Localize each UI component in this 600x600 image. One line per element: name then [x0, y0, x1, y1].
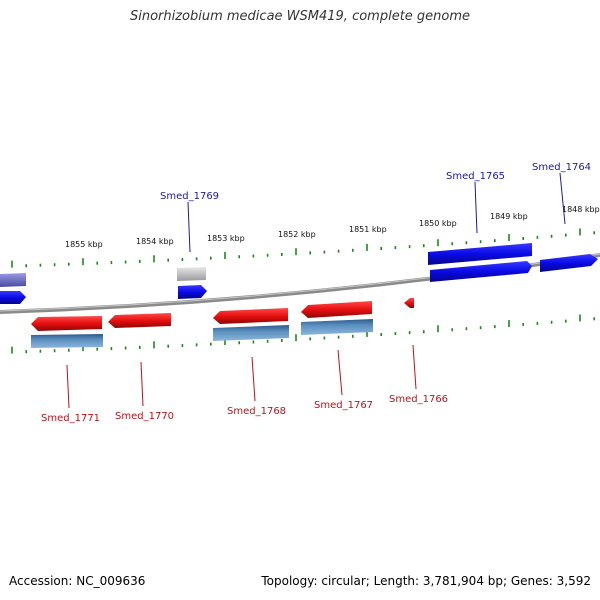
accession-label: Accession: NC_009636 — [9, 574, 146, 588]
gene-box-smed-1768[interactable] — [213, 325, 289, 341]
ruler-label: 1851 kbp — [349, 225, 387, 234]
gene-label-smed-1770[interactable]: Smed_1770 — [115, 411, 174, 422]
gene-label-smed-1765[interactable]: Smed_1765 — [446, 171, 505, 182]
reverse-genes — [31, 298, 414, 348]
gene-box-smed-1765[interactable] — [428, 243, 532, 265]
topology-label: Topology: circular; Length: 3,781,904 bp… — [261, 574, 591, 588]
gene-arrow-smed-1764[interactable] — [540, 254, 598, 272]
ruler-label: 1853 kbp — [207, 234, 245, 243]
ruler-label: 1854 kbp — [136, 237, 174, 246]
forward-genes — [0, 243, 598, 304]
gene-label-smed-1766[interactable]: Smed_1766 — [389, 394, 448, 405]
gene-label-smed-1769[interactable]: Smed_1769 — [160, 191, 219, 202]
label-leaders — [66, 172, 566, 409]
gene-arrow-smed-1770[interactable] — [108, 313, 171, 328]
ruler-label: 1850 kbp — [419, 219, 457, 228]
gene-box-smed-1771[interactable] — [31, 334, 103, 348]
genome-title: Sinorhizobium medicae WSM419, complete g… — [129, 9, 471, 24]
gene-arrow-smed-1769[interactable] — [178, 285, 207, 299]
gene-label-smed-1771[interactable]: Smed_1771 — [41, 413, 100, 424]
gene-label-smed-1764[interactable]: Smed_1764 — [532, 162, 591, 173]
gene-label-smed-1767[interactable]: Smed_1767 — [314, 400, 373, 411]
ruler-labels: 1855 kbp 1854 kbp 1853 kbp 1852 kbp 1851… — [65, 205, 600, 249]
gene-arrow-smed-1767[interactable] — [301, 301, 372, 318]
gene-arrow[interactable] — [0, 273, 26, 287]
ruler-label: 1849 kbp — [490, 212, 528, 221]
ruler-label: 1852 kbp — [278, 230, 316, 239]
ruler-label: 1848 kbp — [562, 205, 600, 214]
gene-labels: Smed_1769 Smed_1765 Smed_1764 Smed_1771 … — [41, 162, 591, 424]
gene-arrow-smed-1771[interactable] — [31, 316, 102, 331]
gene-pseudo-box[interactable] — [177, 267, 206, 281]
gene-box-smed-1767[interactable] — [301, 319, 373, 335]
gene-arrow[interactable] — [0, 291, 26, 304]
gene-arrow-smed-1768[interactable] — [213, 308, 288, 324]
ruler-ticks-top — [11, 228, 596, 268]
ruler-label: 1855 kbp — [65, 240, 103, 249]
gene-arrow-smed-1766[interactable] — [404, 298, 414, 308]
gene-label-smed-1768[interactable]: Smed_1768 — [227, 406, 286, 417]
gene-arrow-smed-1765[interactable] — [430, 261, 532, 282]
